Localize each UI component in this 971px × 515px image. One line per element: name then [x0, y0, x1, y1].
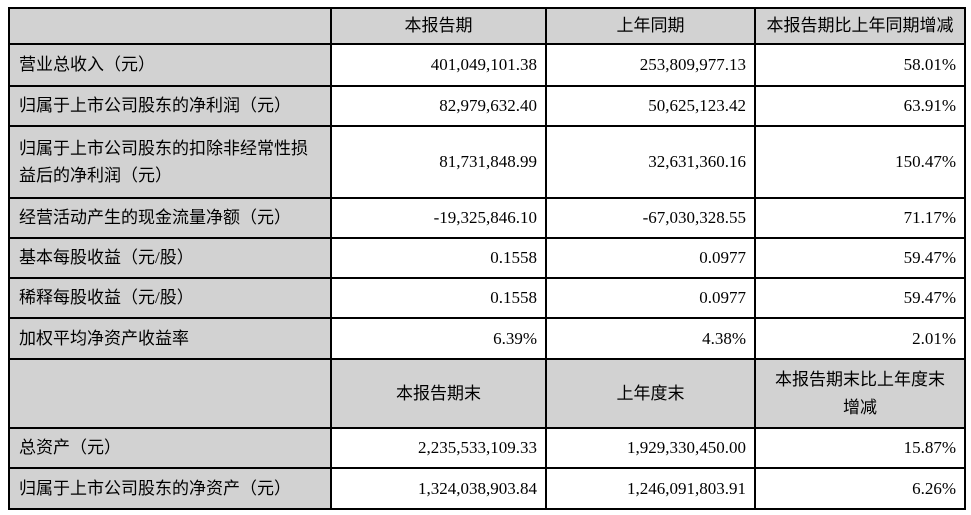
header-current-period: 本报告期 — [330, 7, 547, 45]
row-net-profit-excl-nonrecurring: 归属于上市公司股东的扣除非经常性损益后的净利润（元） 81,731,848.99… — [8, 125, 966, 199]
row-total-assets: 总资产（元） 2,235,533,109.33 1,929,330,450.00… — [8, 427, 966, 469]
row-label: 加权平均净资产收益率 — [8, 317, 332, 360]
row-label: 归属于上市公司股东的净利润（元） — [8, 85, 332, 127]
value-current: 1,324,038,903.84 — [330, 467, 547, 510]
row-basic-eps: 基本每股收益（元/股） 0.1558 0.0977 59.47% — [8, 237, 966, 279]
value-prior: 1,246,091,803.91 — [545, 467, 756, 510]
header-prior-year-end: 上年度末 — [545, 358, 756, 429]
value-change: 150.47% — [754, 125, 966, 199]
value-current: 82,979,632.40 — [330, 85, 547, 127]
value-prior: 0.0977 — [545, 277, 756, 319]
value-current: 401,049,101.38 — [330, 43, 547, 87]
row-net-profit: 归属于上市公司股东的净利润（元） 82,979,632.40 50,625,12… — [8, 85, 966, 127]
balance-header-row: 本报告期末 上年度末 本报告期末比上年度末增减 — [8, 358, 966, 429]
value-current: 0.1558 — [330, 237, 547, 279]
value-current: 81,731,848.99 — [330, 125, 547, 199]
blank-corner-cell — [8, 7, 332, 45]
value-prior: -67,030,328.55 — [545, 197, 756, 239]
period-header-row: 本报告期 上年同期 本报告期比上年同期增减 — [8, 7, 966, 45]
value-prior: 4.38% — [545, 317, 756, 360]
key-accounting-data-table: 本报告期 上年同期 本报告期比上年同期增减 营业总收入（元） 401,049,1… — [8, 7, 966, 510]
value-prior: 253,809,977.13 — [545, 43, 756, 87]
blank-corner-cell — [8, 358, 332, 429]
value-prior: 32,631,360.16 — [545, 125, 756, 199]
row-operating-revenue: 营业总收入（元） 401,049,101.38 253,809,977.13 5… — [8, 43, 966, 87]
row-diluted-eps: 稀释每股收益（元/股） 0.1558 0.0977 59.47% — [8, 277, 966, 319]
header-period-end-change-text: 本报告期末比上年度末增减 — [775, 370, 945, 417]
row-label: 稀释每股收益（元/股） — [8, 277, 332, 319]
header-prior-period: 上年同期 — [545, 7, 756, 45]
value-change: 63.91% — [754, 85, 966, 127]
header-period-end-change: 本报告期末比上年度末增减 — [754, 358, 966, 429]
value-prior: 0.0977 — [545, 237, 756, 279]
value-change: 15.87% — [754, 427, 966, 469]
row-weighted-avg-roe: 加权平均净资产收益率 6.39% 4.38% 2.01% — [8, 317, 966, 360]
row-label: 总资产（元） — [8, 427, 332, 469]
value-change: 71.17% — [754, 197, 966, 239]
row-label: 营业总收入（元） — [8, 43, 332, 87]
row-label: 归属于上市公司股东的净资产（元） — [8, 467, 332, 510]
value-change: 59.47% — [754, 237, 966, 279]
row-label: 归属于上市公司股东的扣除非经常性损益后的净利润（元） — [8, 125, 332, 199]
value-prior: 1,929,330,450.00 — [545, 427, 756, 469]
value-current: -19,325,846.10 — [330, 197, 547, 239]
value-current: 6.39% — [330, 317, 547, 360]
header-period-change: 本报告期比上年同期增减 — [754, 7, 966, 45]
row-operating-cash-flow: 经营活动产生的现金流量净额（元） -19,325,846.10 -67,030,… — [8, 197, 966, 239]
value-change: 59.47% — [754, 277, 966, 319]
row-net-assets: 归属于上市公司股东的净资产（元） 1,324,038,903.84 1,246,… — [8, 467, 966, 510]
value-current: 0.1558 — [330, 277, 547, 319]
value-change: 58.01% — [754, 43, 966, 87]
row-label: 基本每股收益（元/股） — [8, 237, 332, 279]
value-current: 2,235,533,109.33 — [330, 427, 547, 469]
header-period-end: 本报告期末 — [330, 358, 547, 429]
value-change: 2.01% — [754, 317, 966, 360]
value-prior: 50,625,123.42 — [545, 85, 756, 127]
row-label: 经营活动产生的现金流量净额（元） — [8, 197, 332, 239]
value-change: 6.26% — [754, 467, 966, 510]
